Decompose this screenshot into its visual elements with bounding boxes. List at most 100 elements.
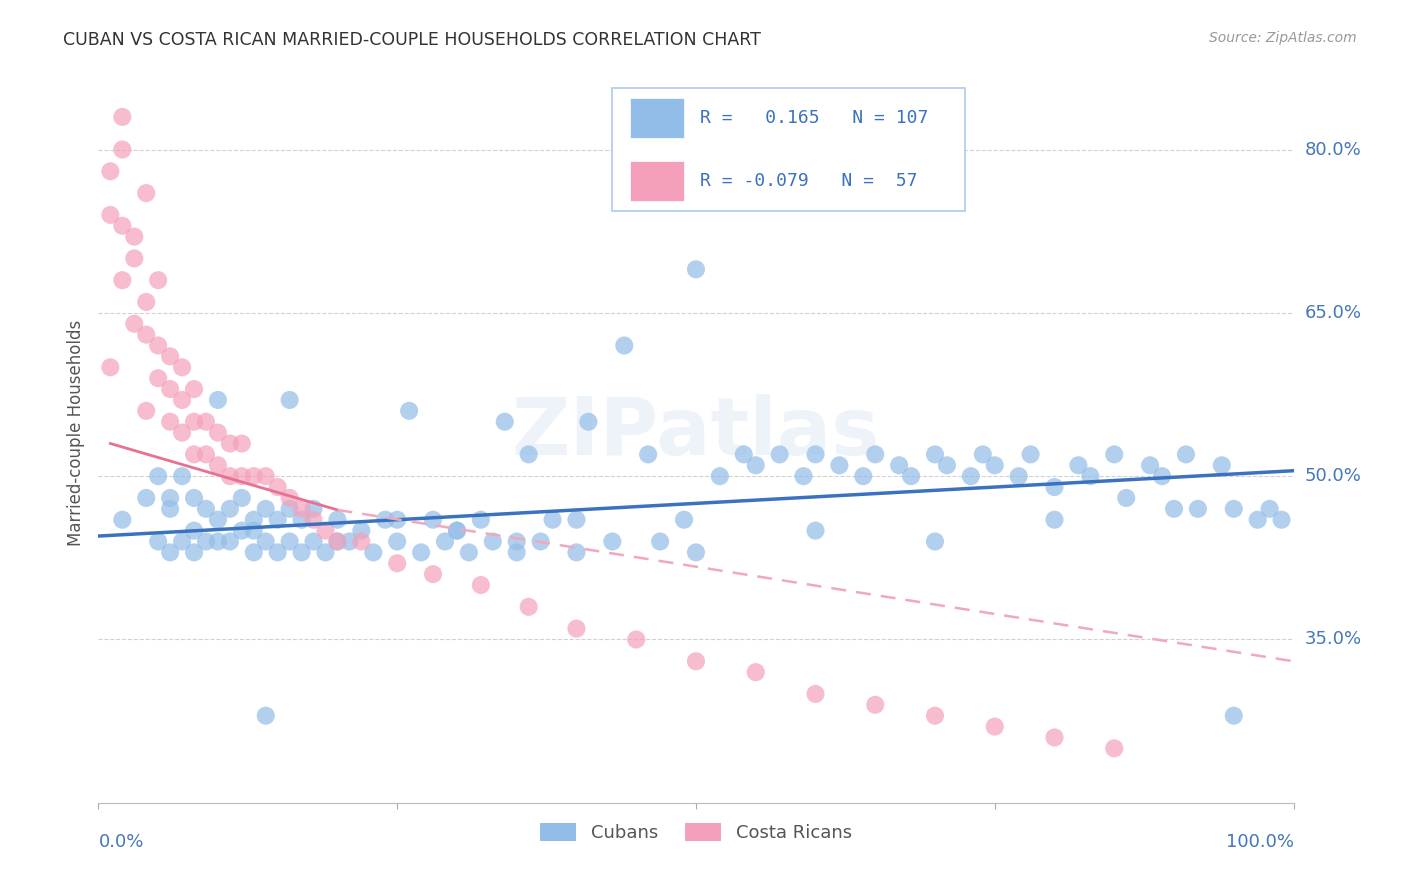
Point <box>98 164 122 178</box>
Point <box>219 469 242 483</box>
Point <box>183 491 205 505</box>
Point <box>374 513 396 527</box>
Point <box>517 599 540 614</box>
Point <box>339 534 361 549</box>
Point <box>506 545 529 559</box>
Point <box>637 447 659 461</box>
Point <box>1247 513 1270 527</box>
Text: Source: ZipAtlas.com: Source: ZipAtlas.com <box>1209 31 1357 45</box>
Point <box>278 491 301 505</box>
Text: 100.0%: 100.0% <box>1226 833 1294 851</box>
Point <box>541 513 564 527</box>
Point <box>159 545 181 559</box>
Point <box>865 698 887 712</box>
Point <box>148 534 170 549</box>
FancyBboxPatch shape <box>613 88 965 211</box>
Point <box>302 501 325 516</box>
Point <box>135 295 157 310</box>
Point <box>398 404 420 418</box>
FancyBboxPatch shape <box>630 161 685 202</box>
Point <box>602 534 624 549</box>
Point <box>494 415 516 429</box>
Point <box>793 469 815 483</box>
Point <box>685 262 707 277</box>
Point <box>124 229 146 244</box>
Point <box>385 534 409 549</box>
Point <box>565 545 588 559</box>
Point <box>159 491 181 505</box>
Point <box>458 545 481 559</box>
Legend: Cubans, Costa Ricans: Cubans, Costa Ricans <box>533 815 859 849</box>
Point <box>984 720 1007 734</box>
Point <box>565 622 588 636</box>
Point <box>243 545 266 559</box>
Point <box>326 534 349 549</box>
Point <box>172 392 194 407</box>
Point <box>565 513 588 527</box>
Point <box>183 524 205 538</box>
Point <box>1067 458 1090 473</box>
Point <box>135 186 157 200</box>
Point <box>648 534 672 549</box>
Point <box>254 708 277 723</box>
Point <box>626 632 648 647</box>
Point <box>195 415 218 429</box>
Point <box>172 425 194 440</box>
Point <box>1163 501 1185 516</box>
Point <box>254 501 277 516</box>
Point <box>1104 741 1126 756</box>
Point <box>865 447 887 461</box>
Point <box>613 338 636 352</box>
Point <box>326 513 349 527</box>
Point <box>159 350 181 364</box>
Text: 80.0%: 80.0% <box>1305 141 1361 159</box>
Point <box>315 524 337 538</box>
Point <box>924 534 946 549</box>
Point <box>1258 501 1281 516</box>
Point <box>267 480 290 494</box>
Point <box>1115 491 1137 505</box>
Point <box>709 469 731 483</box>
Point <box>889 458 911 473</box>
Point <box>350 524 373 538</box>
Point <box>172 469 194 483</box>
Text: 0.0%: 0.0% <box>98 833 143 851</box>
Point <box>111 219 134 233</box>
Point <box>804 524 827 538</box>
Point <box>267 513 290 527</box>
Text: R = -0.079   N =  57: R = -0.079 N = 57 <box>700 172 917 190</box>
Point <box>685 545 707 559</box>
Point <box>733 447 755 461</box>
Point <box>385 513 409 527</box>
Text: 65.0%: 65.0% <box>1305 304 1361 322</box>
Point <box>148 273 170 287</box>
Point <box>673 513 696 527</box>
Point <box>804 447 827 461</box>
Point <box>302 534 325 549</box>
Point <box>148 371 170 385</box>
Point <box>207 534 229 549</box>
Point <box>231 469 253 483</box>
Point <box>411 545 433 559</box>
Point <box>207 392 229 407</box>
Point <box>828 458 851 473</box>
Text: 35.0%: 35.0% <box>1305 631 1362 648</box>
Point <box>578 415 600 429</box>
Point <box>326 534 349 549</box>
Point <box>936 458 959 473</box>
Point <box>768 447 790 461</box>
Point <box>470 578 492 592</box>
Point <box>159 501 181 516</box>
Point <box>804 687 827 701</box>
Point <box>350 534 373 549</box>
Point <box>231 524 253 538</box>
Point <box>1223 708 1246 723</box>
Point <box>1080 469 1102 483</box>
Point <box>470 513 492 527</box>
Point <box>1008 469 1031 483</box>
Point <box>900 469 922 483</box>
Point <box>231 436 253 450</box>
Point <box>148 469 170 483</box>
Point <box>183 447 205 461</box>
Point <box>267 545 290 559</box>
